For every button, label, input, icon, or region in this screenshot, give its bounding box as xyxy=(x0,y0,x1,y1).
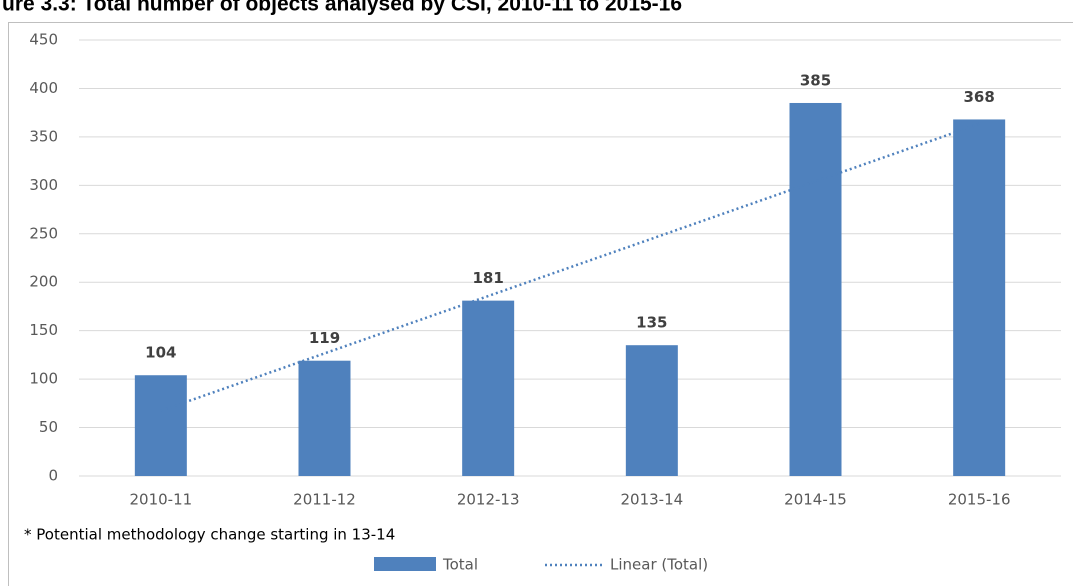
data-label: 119 xyxy=(309,329,340,347)
data-label: 368 xyxy=(964,88,995,106)
trendline xyxy=(160,122,980,412)
bar xyxy=(789,102,842,476)
bar xyxy=(134,375,187,476)
data-label: 104 xyxy=(145,344,176,362)
x-tick-label: 2013-14 xyxy=(620,491,683,509)
x-tick-label: 2012-13 xyxy=(457,491,520,509)
chart-title: ure 3.3: Total number of objects analyse… xyxy=(2,0,682,16)
y-tick-label: 50 xyxy=(39,418,58,436)
x-tick-label: 2011-12 xyxy=(293,491,356,509)
y-tick-label: 150 xyxy=(29,321,58,339)
data-label: 135 xyxy=(636,314,667,332)
x-tick-label: 2014-15 xyxy=(784,491,847,509)
y-tick-label: 0 xyxy=(48,467,58,485)
y-tick-label: 200 xyxy=(29,273,58,291)
x-tick-label: 2015-16 xyxy=(948,491,1011,509)
bar xyxy=(298,360,351,476)
legend-label: Total xyxy=(442,556,478,574)
y-tick-label: 300 xyxy=(29,176,58,194)
legend-swatch xyxy=(374,557,436,571)
y-tick-label: 100 xyxy=(29,370,58,388)
bar xyxy=(625,345,678,476)
note: * Potential methodology change starting … xyxy=(24,526,395,544)
y-tick-label: 400 xyxy=(29,79,58,97)
y-tick-label: 350 xyxy=(29,127,58,145)
bar xyxy=(462,300,515,476)
y-tick-label: 250 xyxy=(29,224,58,242)
data-label: 181 xyxy=(473,269,504,287)
data-label: 385 xyxy=(800,71,831,89)
y-tick-label: 450 xyxy=(29,31,58,49)
chart-frame xyxy=(8,22,1073,586)
bar xyxy=(953,119,1006,477)
legend-label: Linear (Total) xyxy=(610,556,708,574)
x-tick-label: 2010-11 xyxy=(129,491,192,509)
